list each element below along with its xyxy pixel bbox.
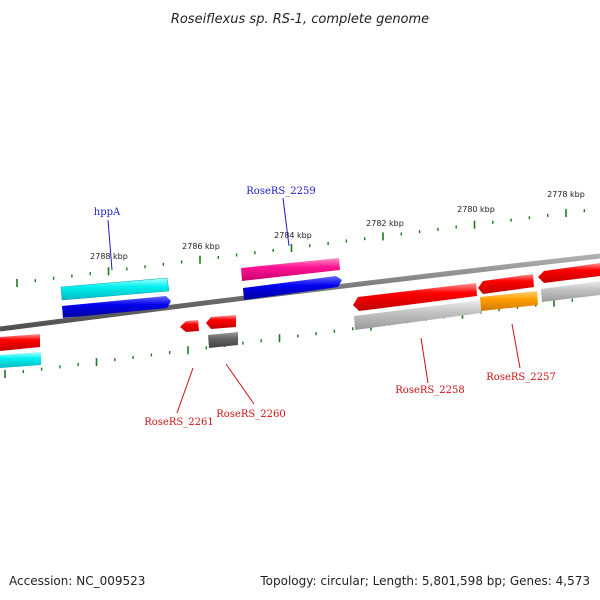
callout-RoseRS_2257 [511, 323, 521, 369]
scale-label-2788: 2788 kbp [90, 252, 128, 261]
gene-cyan-left-edge[interactable] [0, 352, 41, 368]
gene-RoseRS_2258[interactable] [353, 283, 477, 311]
gene-red-arrow-right-a[interactable] [478, 274, 534, 294]
gene-red-arrow-right-b[interactable] [538, 263, 600, 283]
genome-summary-text: Topology: circular; Length: 5,801,598 bp… [260, 574, 590, 588]
callout-RoseRS_2258 [420, 337, 429, 384]
scale-label-2778: 2778 kbp [547, 190, 585, 199]
callout-hppA [107, 219, 113, 271]
scale-label-2784: 2784 kbp [274, 231, 312, 240]
gene-label-RoseRS_2261[interactable]: RoseRS_2261 [144, 417, 213, 428]
gene-RoseRS_2259[interactable] [241, 258, 340, 281]
gene-hppA-cyan[interactable] [60, 277, 170, 301]
gene-RoseRS_2260[interactable] [206, 315, 236, 329]
callout-RoseRS_2259 [282, 197, 290, 247]
gene-gray-right-a[interactable] [354, 300, 481, 330]
gene-label-RoseRS_2260[interactable]: RoseRS_2260 [216, 409, 285, 420]
map-title: Roseiflexus sp. RS-1, complete genome [171, 12, 429, 27]
callout-RoseRS_2260 [225, 363, 255, 405]
gene-gray-right-b[interactable] [541, 281, 600, 302]
gene-RoseRS_2257[interactable] [480, 291, 538, 311]
gene-label-RoseRS_2257[interactable]: RoseRS_2257 [486, 372, 555, 383]
scale-label-2786: 2786 kbp [182, 242, 220, 251]
accession-text: Accession: NC_009523 [9, 574, 146, 588]
gene-blue-arrow-middle[interactable] [243, 276, 342, 300]
gene-label-RoseRS_2259[interactable]: RoseRS_2259 [246, 186, 315, 197]
scale-label-2780: 2780 kbp [457, 205, 495, 214]
gene-label-hppA[interactable]: hppA [94, 207, 121, 218]
gene-RoseRS_2261[interactable] [180, 320, 199, 332]
scale-label-2782: 2782 kbp [366, 219, 404, 228]
gene-blue-arrow-left[interactable] [62, 296, 171, 318]
callout-RoseRS_2261 [176, 367, 194, 414]
outer-tick-track [16, 209, 585, 287]
gene-red-left-edge[interactable] [0, 334, 40, 351]
gene-darkgray-center[interactable] [208, 332, 238, 348]
gene-label-RoseRS_2258[interactable]: RoseRS_2258 [395, 385, 464, 396]
